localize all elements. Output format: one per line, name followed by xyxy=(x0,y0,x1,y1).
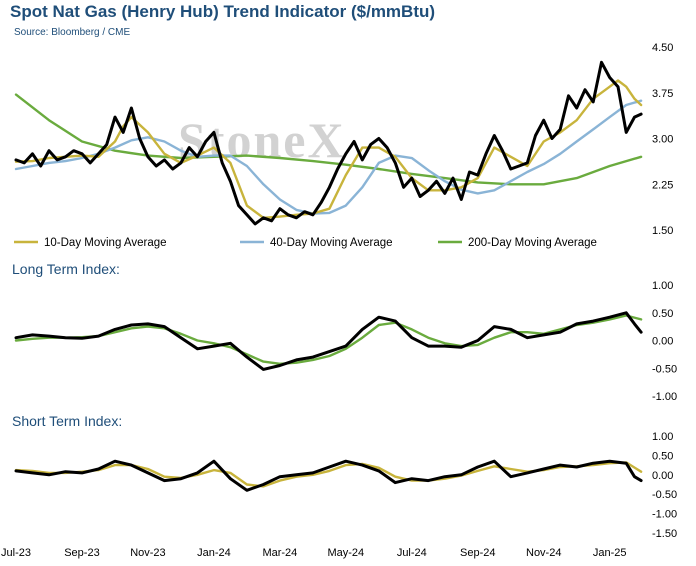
x-tick-label: Jan-24 xyxy=(197,547,231,559)
price-legend: 10-Day Moving Average 40-Day Moving Avera… xyxy=(14,237,597,249)
x-tick-label: Jul-24 xyxy=(397,547,427,559)
legend-label-ma40: 40-Day Moving Average xyxy=(270,237,393,249)
legend-label-ma10: 10-Day Moving Average xyxy=(44,237,167,249)
x-tick-label: Sep-24 xyxy=(460,547,495,559)
x-tick-label: May-24 xyxy=(327,547,364,559)
legend-label-ma200: 200-Day Moving Average xyxy=(468,237,597,249)
x-tick-label: Nov-23 xyxy=(130,547,165,559)
chart-title: Spot Nat Gas (Henry Hub) Trend Indicator… xyxy=(10,2,436,21)
y-tick-label: -0.50 xyxy=(652,363,677,375)
y-tick-label: 2.25 xyxy=(652,179,673,191)
y-tick-label: 0.50 xyxy=(652,450,673,462)
x-tick-label: Sep-23 xyxy=(64,547,99,559)
y-tick-label: 4.50 xyxy=(652,42,673,54)
x-tick-label: Nov-24 xyxy=(526,547,561,559)
y-tick-label: 3.75 xyxy=(652,88,673,100)
y-tick-label: 1.00 xyxy=(652,431,673,443)
y-tick-label: 3.00 xyxy=(652,134,673,146)
long-term-panel: Long Term Index: 1.00 0.50 0.00 -0.50 -1.00 xyxy=(12,261,677,403)
series-line-lt_index xyxy=(14,311,643,371)
x-tick-label: Mar-24 xyxy=(262,547,297,559)
y-tick-label: 0.00 xyxy=(652,336,673,348)
series-line-lt_smooth xyxy=(14,314,643,365)
panel-title: Long Term Index: xyxy=(12,261,120,277)
series-line-ma200 xyxy=(14,93,643,186)
y-tick-label: 0.50 xyxy=(652,308,673,320)
series-line-price xyxy=(14,60,643,226)
x-tick-label: Jan-25 xyxy=(593,547,627,559)
y-tick-label: -0.50 xyxy=(652,489,677,501)
series-line-st_index xyxy=(14,459,643,492)
y-tick-label: -1.00 xyxy=(652,509,677,521)
y-tick-label: 0.00 xyxy=(652,470,673,482)
y-tick-label: -1.00 xyxy=(652,391,677,403)
watermark-logo: StoneX xyxy=(178,112,346,168)
panel-title: Short Term Index: xyxy=(12,413,122,429)
y-tick-label: 1.50 xyxy=(652,225,673,237)
y-tick-label: -1.50 xyxy=(652,528,677,540)
price-panel: 1.50 2.25 3.00 3.75 4.50 xyxy=(14,42,673,237)
series-line-ma40 xyxy=(14,99,643,215)
x-axis: Jul-23 Sep-23 Nov-23 Jan-24 Mar-24 May-24 Jul-… xyxy=(1,547,627,559)
y-tick-label: 1.00 xyxy=(652,280,673,292)
short-term-panel: Short Term Index: 1.00 0.50 0.00 -0.50 -1.00 -… xyxy=(12,413,677,540)
source-note: Source: Bloomberg / CME xyxy=(14,27,131,38)
x-tick-label: Jul-23 xyxy=(1,547,31,559)
